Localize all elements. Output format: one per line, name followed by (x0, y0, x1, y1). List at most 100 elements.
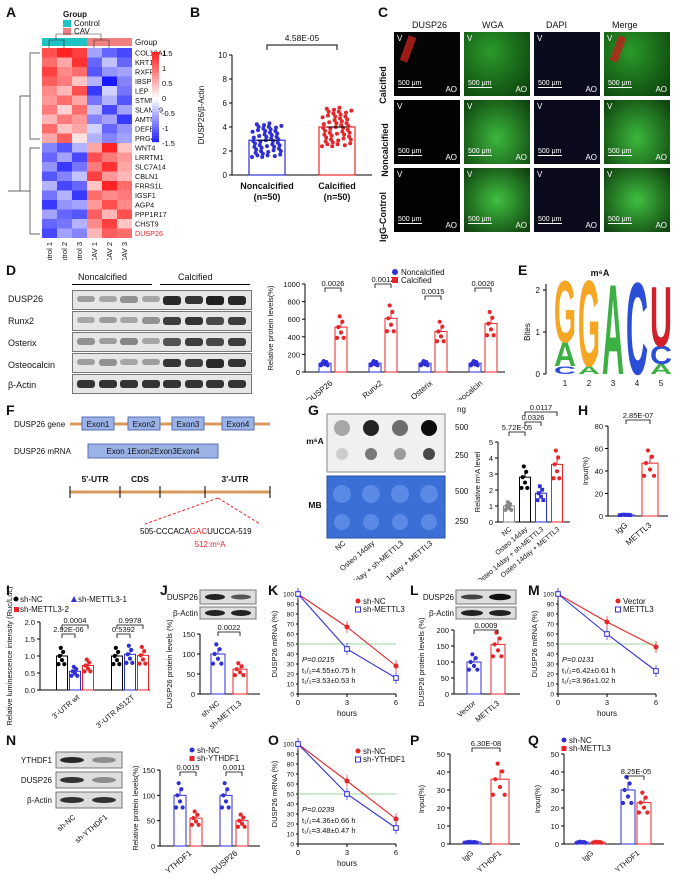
y-tick-label: 80 (547, 612, 555, 619)
data-point (140, 657, 146, 662)
heatmap-cell (117, 133, 132, 143)
heatmap-cell (42, 86, 57, 96)
legend-label: sh-YTHDF1 (197, 754, 240, 763)
lane-label: NC (501, 526, 513, 538)
fluorescence-grid-c: DUSP26 WGA DAPI Merge V AO 500 μm V AO 500 μm… (378, 0, 675, 260)
group-bar-cell (57, 38, 72, 46)
category-label: DUSP26 (305, 378, 335, 400)
data-point (437, 319, 442, 324)
blot-band (184, 317, 203, 326)
blot-band (163, 338, 181, 346)
p-value: 0.0011 (223, 763, 245, 772)
logo-letter: U (650, 269, 672, 365)
y-tick-label: 100 (182, 650, 195, 659)
y-tick-label: 0 (223, 171, 228, 180)
legend-dot (561, 737, 567, 743)
y-axis-label: Input(%) (533, 784, 542, 813)
heatmap-cell (72, 95, 87, 105)
blot-band (98, 296, 117, 303)
label-ao: AO (445, 221, 457, 230)
data-point (57, 653, 62, 659)
heatmap-cell (87, 171, 102, 181)
y-tick-label: 50 (437, 750, 445, 759)
y-tick-label: 0 (191, 690, 195, 699)
y-tick-label: 40 (287, 652, 295, 659)
sig-bracket (116, 624, 144, 629)
gene-label: DUSP26 (135, 229, 163, 238)
data-point (475, 667, 480, 672)
logo-letter: A (578, 364, 600, 377)
blot-band (206, 338, 224, 346)
blot-band (77, 317, 95, 324)
data-point (552, 462, 557, 467)
scale-bar: 500 μm (398, 80, 422, 88)
y-tick-label: 70 (287, 772, 295, 779)
data-point (490, 654, 496, 659)
y-tick-label: 1.0 (25, 652, 35, 661)
data-point (329, 137, 333, 142)
blot-strip (55, 751, 123, 769)
blot-label: β-Actin (173, 609, 198, 618)
data-point (331, 111, 336, 116)
blot-band (141, 380, 160, 389)
blot-label-osteocalcin: Osteocalcin (8, 360, 56, 370)
bar (519, 476, 531, 523)
blot-strip (199, 606, 257, 620)
data-point (470, 652, 475, 657)
y-tick-label: 10 (218, 51, 227, 60)
heatmap-cell (102, 162, 117, 172)
data-point (340, 129, 345, 134)
y-tick-label: 50 (547, 642, 555, 649)
seq-site: GAC (190, 527, 208, 536)
data-point (251, 139, 256, 144)
seq-prefix: 505-CCCACA (140, 527, 190, 536)
data-point (491, 333, 496, 338)
group-label: YTHDF1 (475, 849, 503, 875)
heatmap-cell (57, 219, 72, 229)
heatmap-cell (72, 152, 87, 162)
col-dusp26: DUSP26 (412, 20, 448, 30)
sig-bracket (61, 624, 89, 629)
data-point (640, 790, 645, 795)
data-point (345, 127, 350, 132)
panel-label-l: L (410, 582, 419, 598)
heatmap-cell (57, 228, 72, 238)
data-point (69, 673, 74, 678)
heatmap-cell (42, 228, 57, 238)
blot-band (98, 359, 117, 366)
y-tick-label: 200 (287, 350, 300, 359)
y-tick-label: 50 (187, 670, 195, 679)
data-point (325, 142, 330, 147)
heatmap-cell (102, 86, 117, 96)
scale-cell (152, 70, 159, 74)
logo-letter: A (650, 362, 672, 378)
western-blot-d: Noncalcified Calcified DUSP26 Runx2 Oste… (0, 262, 255, 394)
sample-label: CAV 3 (120, 242, 129, 260)
y-tick-label: 200 (436, 626, 449, 635)
blot-strip (55, 791, 123, 809)
data-point (348, 137, 353, 142)
y-tick-label: 100 (142, 791, 155, 800)
data-point (492, 642, 497, 647)
p-value: 0.0117 (530, 403, 552, 412)
sig-bracket (625, 419, 651, 424)
data-point (139, 644, 144, 650)
heatmap-cell (57, 105, 72, 115)
data-point (645, 448, 651, 453)
y-tick-label: 90 (547, 602, 555, 609)
scale-bar: 500 μm (538, 216, 562, 224)
col-dendrogram (48, 33, 110, 48)
mb-dot-250 (392, 514, 408, 530)
scale-cell (152, 103, 159, 107)
data-point (321, 122, 326, 127)
heatmap-cell (42, 152, 57, 162)
data-point (271, 148, 276, 153)
data-point (438, 334, 444, 339)
heatmap-cell (72, 133, 87, 143)
blot-band (206, 359, 224, 368)
category-label: Osterix (409, 379, 434, 400)
blot-strip (72, 353, 252, 373)
y-axis-label: DUSP26 protein levels (%) (165, 619, 174, 709)
scale-cell (152, 67, 159, 71)
